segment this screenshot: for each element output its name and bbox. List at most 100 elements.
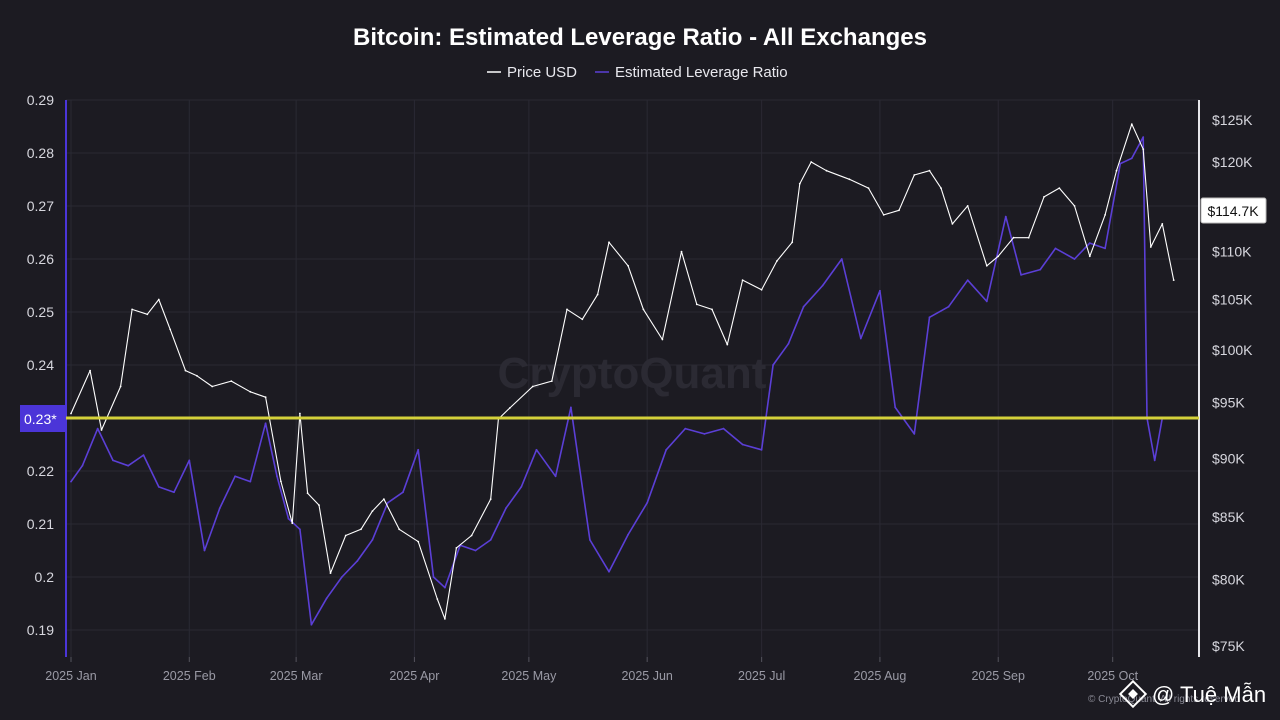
y-tick-left-label: 0.19 [27,622,54,638]
data-point [249,480,252,483]
data-point [627,264,629,267]
data-point [230,380,233,382]
data-point [798,182,801,185]
data-point [985,264,988,267]
data-point [1004,215,1007,218]
data-point [1172,279,1175,281]
data-point [848,178,851,181]
data-point [550,380,553,382]
data-point [772,364,774,366]
data-point [169,328,172,331]
data-point [825,169,828,172]
data-point [867,187,870,190]
data-point [444,586,446,589]
data-point [417,448,420,451]
y-tick-right-label: $90K [1212,450,1245,466]
data-point [928,316,931,319]
data-point [455,547,458,549]
data-point [661,338,664,341]
data-point [1043,196,1045,198]
data-point [203,549,206,552]
data-point [1088,242,1091,245]
data-point [1153,459,1156,462]
data-point [306,492,309,495]
data-point [1088,255,1091,258]
data-point [1130,157,1133,160]
data-point [508,407,511,409]
data-point [928,169,931,172]
x-tick-label: 2025 Mar [270,669,323,683]
data-point [264,396,267,399]
series-estimated-leverage-ratio [70,136,1164,626]
data-point [70,412,72,415]
data-point [131,308,134,311]
brand-watermark: @ Tuệ Mẫn [1118,679,1266,709]
y-tick-left-label: 0.28 [27,145,54,161]
data-point [344,534,347,537]
data-point [627,533,629,536]
data-point [470,534,473,537]
data-point [249,390,252,393]
data-point [985,300,988,303]
data-point [188,459,191,462]
y-tick-right-label: $100K [1212,342,1253,358]
data-point [356,560,359,562]
data-point [531,385,534,388]
legend-label-price: Price USD [507,64,577,81]
data-point [1161,223,1164,225]
data-point [1104,214,1106,216]
legend: Price USD Estimated Leverage Ratio [487,64,788,81]
data-point [570,406,572,409]
data-point [234,475,237,478]
data-point [566,308,568,311]
data-point [417,540,420,543]
data-point [386,501,389,504]
data-point [646,501,649,504]
data-point [966,205,969,207]
y-tick-left-label: 0.27 [27,198,54,214]
data-point [608,570,610,573]
data-point [280,480,282,483]
data-point [383,498,385,500]
data-point [1073,205,1076,207]
data-point [402,491,404,494]
data-point [1115,169,1118,172]
data-point [940,187,942,190]
data-point [371,539,374,541]
data-point [196,374,198,377]
copyright-credit: © CryptoQuant. All rights reserved [1088,694,1240,705]
x-tick-label: 2025 Feb [163,669,216,683]
diamond-logo-icon [1118,679,1148,709]
data-point [1058,187,1061,190]
data-point [1142,148,1145,151]
current-price-box [1200,197,1267,224]
data-point [1027,236,1030,239]
data-point [966,279,969,282]
y-tick-left-label: 0.24 [27,357,54,373]
data-point [913,433,916,435]
current-price-marker: $114.7K [1200,197,1267,224]
data-point [142,454,145,456]
data-point [882,214,885,216]
data-point [760,448,763,451]
data-point [211,385,214,388]
data-point [81,464,84,467]
data-point [760,288,763,291]
data-point [821,284,824,287]
data-point [947,305,950,308]
data-point [505,507,507,509]
y-tick-right-label: $120K [1212,154,1253,170]
y-tick-right-label: $75K [1212,638,1245,654]
x-tick-label: 2025 May [501,669,557,683]
data-point [695,303,698,306]
data-point [1073,258,1076,260]
data-point [535,448,538,451]
y-tick-right-label: $85K [1212,509,1245,525]
data-point [859,337,862,340]
data-point [642,308,645,311]
data-point [840,258,843,260]
x-tick-label: 2025 Apr [389,669,439,683]
data-point [299,412,301,415]
